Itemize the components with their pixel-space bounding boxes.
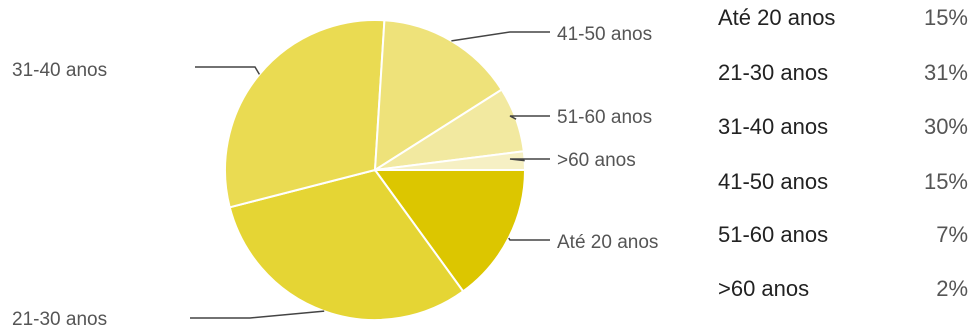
legend-label: 21-30 anos: [718, 60, 829, 85]
legend-value: 15%: [923, 169, 968, 194]
leader-line-31-40-anos: [195, 66, 261, 75]
callout-label-31-40: 31-40 anos: [12, 60, 107, 81]
pie-slice-41-50-anos: [373, 19, 504, 172]
pie-slices: [224, 19, 527, 321]
pie-slice-21-30-anos: [228, 168, 465, 321]
leader-line-60-anos: [509, 158, 550, 162]
legend-row: 31-40 anos 30%: [718, 114, 968, 146]
legend-row: 41-50 anos 15%: [718, 169, 968, 201]
legend-label: 51-60 anos: [718, 222, 829, 247]
pie-slice-31-40-anos: [224, 19, 386, 209]
callout-label-41-50: 41-50 anos: [557, 24, 652, 45]
legend-row: 21-30 anos 31%: [718, 60, 968, 92]
leader-line-51-60-anos: [509, 115, 550, 120]
legend-value: 15%: [923, 5, 968, 30]
legend-value: 30%: [923, 114, 968, 139]
callout-label-21-30: 21-30 anos: [12, 309, 107, 330]
leader-line-21-30-anos: [190, 310, 325, 319]
callout-labels: Até 20 anos 21-30 anos 31-40 anos 41-50 …: [12, 24, 658, 330]
legend-row: 51-60 anos 7%: [718, 222, 968, 254]
callout-label-51-60: 51-60 anos: [557, 107, 652, 128]
leader-line-at-20-anos: [508, 237, 550, 241]
legend-label: >60 anos: [718, 276, 810, 301]
callout-label-ate-20: Até 20 anos: [557, 232, 658, 253]
pie-slice-at-20-anos: [373, 169, 527, 293]
legend-row: Até 20 anos 15%: [718, 5, 968, 37]
legend-value: 2%: [936, 276, 968, 301]
pie-slice-60-anos: [374, 150, 527, 171]
leader-lines: [190, 31, 550, 319]
leader-line-41-50-anos: [451, 31, 550, 42]
legend-label: 31-40 anos: [718, 114, 829, 139]
legend-value: 7%: [936, 222, 968, 247]
legend-value: 31%: [923, 60, 968, 85]
legend-row: >60 anos 2%: [718, 276, 968, 308]
legend-label: 41-50 anos: [718, 169, 829, 194]
callout-label-60-plus: >60 anos: [557, 150, 636, 171]
legend-label: Até 20 anos: [718, 5, 836, 30]
